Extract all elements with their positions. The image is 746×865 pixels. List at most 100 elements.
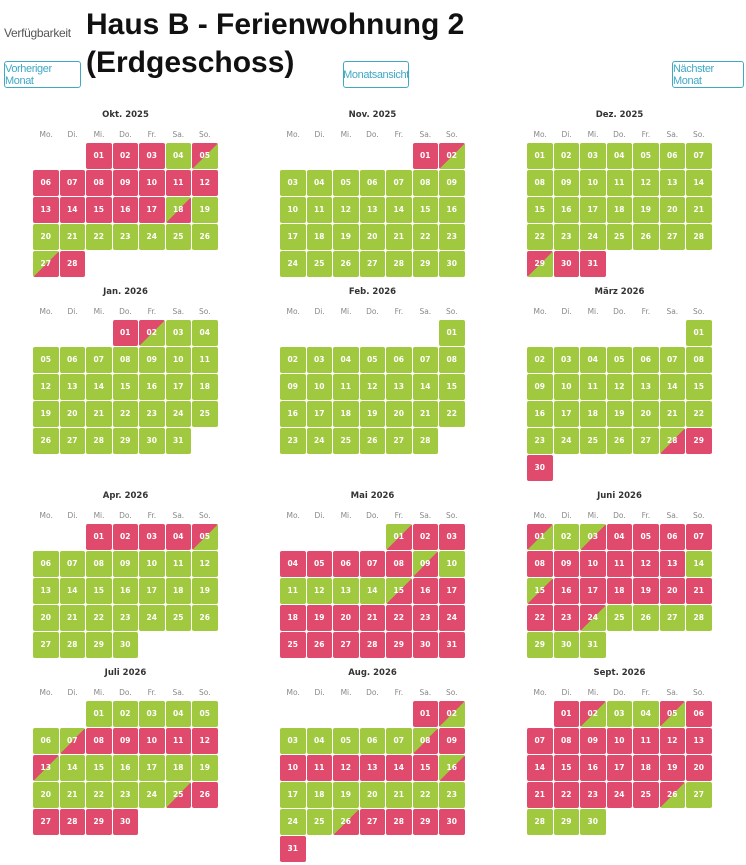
day-cell[interactable]: 13 (633, 374, 659, 400)
day-cell[interactable]: 19 (333, 782, 359, 808)
day-cell[interactable]: 21 (659, 401, 685, 427)
day-cell[interactable]: 28 (59, 809, 85, 835)
day-cell[interactable]: 08 (112, 347, 138, 373)
day-cell[interactable]: 14 (686, 170, 712, 196)
day-cell[interactable]: 31 (439, 632, 465, 658)
day-cell[interactable]: 10 (139, 551, 165, 577)
day-cell[interactable]: 24 (606, 782, 632, 808)
day-cell[interactable]: 10 (139, 170, 165, 196)
day-cell[interactable]: 04 (280, 551, 306, 577)
day-cell[interactable]: 06 (386, 347, 412, 373)
day-cell[interactable]: 12 (333, 755, 359, 781)
day-cell[interactable]: 02 (439, 143, 465, 169)
day-cell[interactable]: 19 (192, 578, 218, 604)
day-cell[interactable]: 05 (192, 143, 218, 169)
day-cell[interactable]: 14 (527, 755, 553, 781)
day-cell[interactable]: 11 (280, 578, 306, 604)
day-cell[interactable]: 27 (33, 809, 59, 835)
day-cell[interactable]: 19 (606, 401, 632, 427)
day-cell[interactable]: 23 (112, 224, 138, 250)
day-cell[interactable]: 27 (633, 428, 659, 454)
day-cell[interactable]: 26 (359, 428, 385, 454)
day-cell[interactable]: 21 (412, 401, 438, 427)
day-cell[interactable]: 04 (333, 347, 359, 373)
day-cell[interactable]: 02 (280, 347, 306, 373)
day-cell[interactable]: 26 (192, 782, 218, 808)
day-cell[interactable]: 26 (333, 809, 359, 835)
day-cell[interactable]: 10 (280, 197, 306, 223)
day-cell[interactable]: 07 (59, 551, 85, 577)
day-cell[interactable]: 20 (659, 197, 685, 223)
day-cell[interactable]: 23 (527, 428, 553, 454)
day-cell[interactable]: 13 (659, 170, 685, 196)
day-cell[interactable]: 04 (606, 143, 632, 169)
day-cell[interactable]: 30 (439, 251, 465, 277)
day-cell[interactable]: 09 (112, 170, 138, 196)
day-cell[interactable]: 26 (633, 605, 659, 631)
day-cell[interactable]: 28 (686, 605, 712, 631)
day-cell[interactable]: 14 (686, 551, 712, 577)
day-cell[interactable]: 19 (192, 755, 218, 781)
day-cell[interactable]: 12 (306, 578, 332, 604)
day-cell[interactable]: 17 (280, 224, 306, 250)
day-cell[interactable]: 28 (86, 428, 112, 454)
day-cell[interactable]: 06 (359, 170, 385, 196)
day-cell[interactable]: 01 (112, 320, 138, 346)
day-cell[interactable]: 05 (333, 728, 359, 754)
day-cell[interactable]: 07 (412, 347, 438, 373)
day-cell[interactable]: 22 (553, 782, 579, 808)
day-cell[interactable]: 25 (580, 428, 606, 454)
day-cell[interactable]: 07 (686, 524, 712, 550)
day-cell[interactable]: 14 (412, 374, 438, 400)
day-cell[interactable]: 11 (306, 755, 332, 781)
day-cell[interactable]: 29 (386, 632, 412, 658)
day-cell[interactable]: 22 (86, 782, 112, 808)
day-cell[interactable]: 12 (192, 170, 218, 196)
day-cell[interactable]: 19 (633, 578, 659, 604)
day-cell[interactable]: 09 (139, 347, 165, 373)
day-cell[interactable]: 27 (59, 428, 85, 454)
day-cell[interactable]: 23 (280, 428, 306, 454)
previous-month-button[interactable]: Vorheriger Monat (4, 61, 81, 88)
day-cell[interactable]: 18 (580, 401, 606, 427)
day-cell[interactable]: 10 (580, 170, 606, 196)
day-cell[interactable]: 08 (553, 728, 579, 754)
day-cell[interactable]: 04 (306, 728, 332, 754)
day-cell[interactable]: 11 (580, 374, 606, 400)
day-cell[interactable]: 04 (165, 143, 191, 169)
day-cell[interactable]: 13 (33, 197, 59, 223)
day-cell[interactable]: 23 (439, 224, 465, 250)
day-cell[interactable]: 05 (359, 347, 385, 373)
day-cell[interactable]: 14 (386, 197, 412, 223)
day-cell[interactable]: 22 (527, 605, 553, 631)
day-cell[interactable]: 05 (33, 347, 59, 373)
day-cell[interactable]: 13 (686, 728, 712, 754)
day-cell[interactable]: 10 (306, 374, 332, 400)
day-cell[interactable]: 21 (686, 578, 712, 604)
day-cell[interactable]: 20 (33, 605, 59, 631)
day-cell[interactable]: 13 (59, 374, 85, 400)
day-cell[interactable]: 25 (633, 782, 659, 808)
day-cell[interactable]: 17 (580, 578, 606, 604)
day-cell[interactable]: 19 (359, 401, 385, 427)
day-cell[interactable]: 22 (527, 224, 553, 250)
day-cell[interactable]: 07 (59, 728, 85, 754)
day-cell[interactable]: 12 (359, 374, 385, 400)
day-cell[interactable]: 06 (59, 347, 85, 373)
day-cell[interactable]: 05 (659, 701, 685, 727)
day-cell[interactable]: 27 (686, 782, 712, 808)
day-cell[interactable]: 08 (86, 170, 112, 196)
day-cell[interactable]: 26 (659, 782, 685, 808)
day-cell[interactable]: 16 (580, 755, 606, 781)
day-cell[interactable]: 20 (386, 401, 412, 427)
day-cell[interactable]: 28 (386, 251, 412, 277)
day-cell[interactable]: 06 (659, 143, 685, 169)
day-cell[interactable]: 19 (633, 197, 659, 223)
day-cell[interactable]: 15 (412, 755, 438, 781)
day-cell[interactable]: 06 (686, 701, 712, 727)
day-cell[interactable]: 01 (86, 701, 112, 727)
day-cell[interactable]: 13 (386, 374, 412, 400)
day-cell[interactable]: 19 (33, 401, 59, 427)
day-cell[interactable]: 17 (165, 374, 191, 400)
day-cell[interactable]: 11 (333, 374, 359, 400)
